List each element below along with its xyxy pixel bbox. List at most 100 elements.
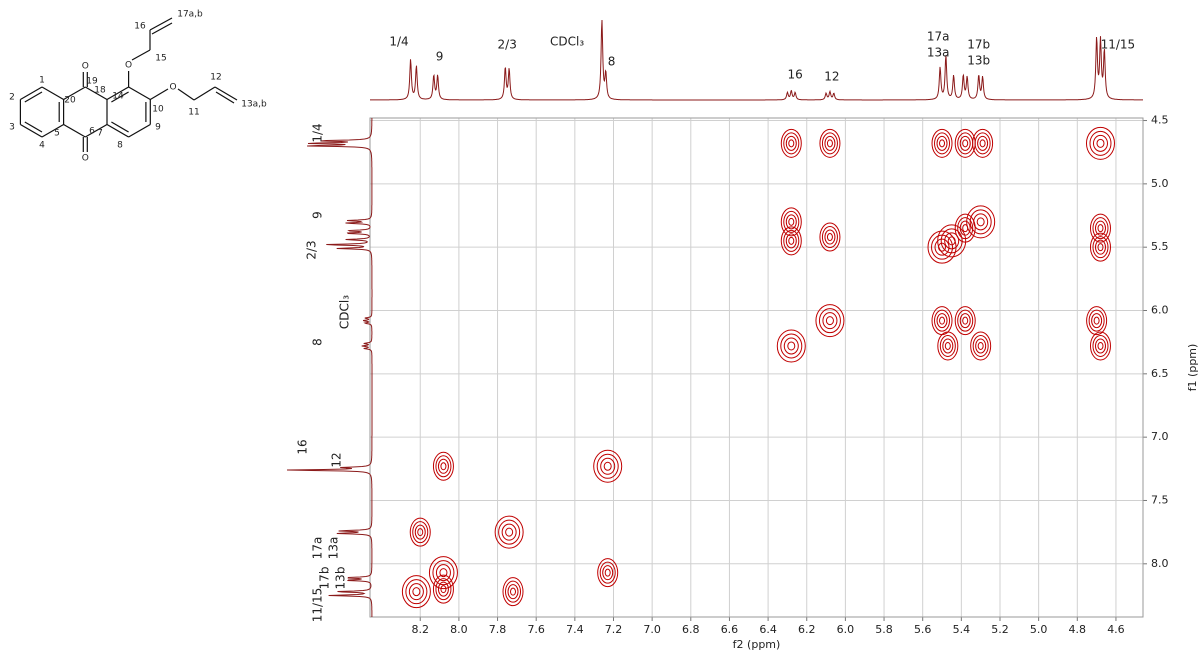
peak-label: CDCl₃ — [550, 35, 584, 49]
atom-label: 8 — [117, 141, 123, 151]
x-tick-label: 5.8 — [875, 623, 893, 636]
atom-label: 6 — [89, 127, 95, 137]
contour — [788, 139, 795, 148]
contour — [788, 236, 795, 245]
contour — [966, 205, 996, 239]
atom-label: 1 — [39, 76, 45, 86]
x-tick-label: 4.8 — [1069, 623, 1087, 636]
contour — [972, 334, 989, 357]
contour — [959, 313, 971, 329]
contour — [1092, 134, 1108, 152]
contour — [825, 316, 834, 326]
x-tick-label: 7.6 — [527, 623, 545, 636]
contour — [826, 139, 833, 148]
contour — [939, 139, 946, 148]
contour — [970, 331, 992, 361]
contour — [937, 224, 967, 258]
contour — [942, 338, 954, 354]
atom-label: 5 — [54, 129, 60, 139]
contour — [593, 449, 623, 483]
x-tick-label: 6.0 — [837, 623, 855, 636]
contour — [974, 132, 991, 155]
y-tick-label: 8.0 — [1151, 557, 1169, 570]
atom-label: O — [125, 61, 132, 71]
peak-label: 9 — [436, 50, 444, 64]
peak-label-left: 17a — [311, 537, 325, 560]
contour — [785, 214, 797, 230]
contour — [1093, 316, 1100, 325]
peak-label: 12 — [824, 70, 839, 84]
peak-label: 11/15 — [1101, 38, 1136, 52]
contour — [1096, 138, 1105, 148]
atom-label: O — [82, 154, 89, 164]
contour — [780, 207, 802, 237]
contour — [428, 556, 458, 590]
contour — [957, 217, 974, 240]
contour — [405, 579, 428, 605]
atom-label: 13a,b — [241, 100, 267, 110]
contour — [821, 226, 838, 249]
contour — [776, 329, 806, 363]
contour — [826, 233, 833, 242]
contour — [596, 453, 619, 479]
contour — [502, 577, 524, 607]
y-axis-title: f1 (ppm) — [1186, 344, 1199, 392]
y-tick-label: 5.0 — [1151, 177, 1169, 190]
contour — [976, 217, 985, 227]
contour — [785, 233, 797, 249]
contour — [785, 135, 797, 151]
atom-label: 15 — [155, 54, 166, 64]
peak-label-left: 8 — [311, 338, 325, 346]
contour — [440, 585, 447, 594]
peak-label: 16 — [788, 68, 803, 82]
contour — [432, 560, 455, 586]
contour — [819, 222, 841, 252]
atom-label: O — [169, 83, 176, 93]
contour — [1094, 220, 1106, 236]
contour — [959, 220, 971, 236]
x-tick-label: 8.2 — [411, 623, 429, 636]
contour — [1085, 126, 1115, 160]
contour — [944, 341, 951, 350]
contour — [498, 519, 521, 545]
contour — [944, 232, 960, 250]
contour — [1089, 213, 1111, 243]
contour — [934, 132, 951, 155]
atom-label: 16 — [134, 22, 146, 32]
contour — [501, 523, 517, 541]
contour — [824, 135, 836, 151]
contour — [1097, 224, 1104, 233]
contour — [962, 139, 969, 148]
contour — [417, 528, 424, 537]
contour — [947, 236, 956, 246]
x-tick-label: 8.0 — [450, 623, 468, 636]
contour — [954, 306, 976, 336]
y-tick-label: 5.5 — [1151, 240, 1169, 253]
contour — [1097, 243, 1104, 252]
contour — [408, 583, 424, 601]
contour — [936, 135, 948, 151]
contour — [1092, 217, 1109, 240]
contour — [940, 228, 963, 254]
contour — [939, 316, 946, 325]
contour — [510, 587, 517, 596]
contour — [975, 338, 987, 354]
contour — [821, 132, 838, 155]
contour — [412, 521, 429, 544]
contour — [414, 524, 426, 540]
contour — [815, 304, 845, 338]
atom-label: 4 — [39, 141, 45, 151]
contour — [1092, 334, 1109, 357]
peak-label-left: 2/3 — [305, 240, 319, 259]
contour — [780, 226, 802, 256]
contour — [959, 135, 971, 151]
peak-label-left: 13a — [327, 537, 341, 560]
contour — [977, 341, 984, 350]
x-tick-label: 7.4 — [566, 623, 584, 636]
contour — [603, 461, 612, 471]
peak-label-left: 1/4 — [311, 123, 325, 142]
atom-label: 17a,b — [177, 10, 203, 20]
plot-frame — [369, 117, 1144, 618]
peak-label: 13a — [927, 46, 950, 60]
